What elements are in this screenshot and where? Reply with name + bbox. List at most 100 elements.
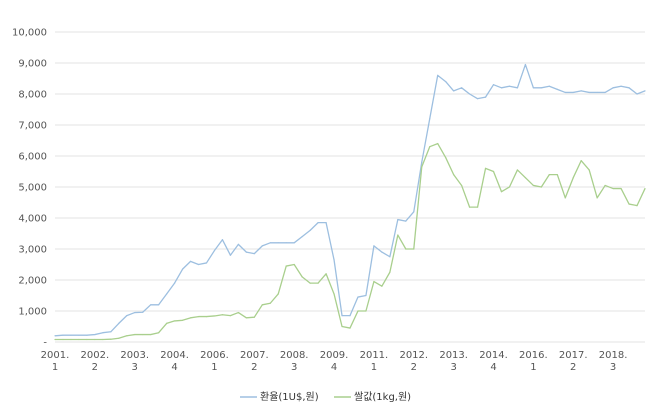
data-point	[181, 319, 184, 321]
data-point	[612, 87, 614, 89]
data-point	[173, 320, 176, 322]
data-point	[524, 63, 527, 66]
x-tick-label-quarter: 2	[570, 362, 576, 373]
data-point	[516, 169, 519, 171]
data-point	[429, 146, 431, 148]
data-point	[269, 302, 271, 304]
x-tick-label: 2016. 1	[519, 350, 548, 373]
data-point	[389, 256, 391, 258]
data-point	[309, 282, 311, 284]
data-point	[548, 85, 550, 87]
data-point	[253, 316, 255, 318]
data-point	[237, 243, 239, 245]
data-point	[253, 253, 255, 255]
data-point	[628, 87, 630, 89]
y-tick-label: 9,000	[18, 59, 47, 70]
x-tick-label-quarter: 3	[610, 362, 616, 373]
data-point	[397, 234, 399, 236]
data-point	[405, 248, 407, 250]
x-tick-label-quarter: 2	[92, 362, 98, 373]
data-point	[604, 91, 606, 94]
data-point	[118, 322, 120, 324]
x-tick-label-year: 2002.	[81, 350, 110, 361]
x-tick-label-year: 2008.	[280, 350, 309, 361]
data-point	[620, 187, 622, 190]
data-point	[389, 271, 391, 273]
x-tick-label: 2018. 3	[599, 350, 628, 373]
data-point	[492, 170, 495, 173]
data-point	[86, 338, 88, 341]
data-point	[596, 197, 598, 199]
x-tick-label-year: 2012.	[399, 350, 428, 361]
x-tick-label-quarter: 3	[132, 362, 138, 373]
data-point	[301, 276, 303, 278]
data-point	[532, 87, 534, 89]
data-point	[134, 333, 136, 336]
x-tick-label-quarter: 1	[371, 362, 377, 373]
data-point	[150, 333, 152, 336]
data-point	[166, 322, 168, 324]
data-point	[429, 118, 431, 120]
x-tick-label: 2004. 4	[160, 350, 189, 373]
data-point	[357, 296, 359, 298]
data-point	[229, 254, 232, 256]
data-point	[532, 184, 534, 187]
data-point	[285, 265, 287, 267]
x-tick-label-year: 2004.	[160, 350, 189, 361]
x-tick-label-quarter: 4	[490, 362, 496, 373]
x-tick-label-quarter: 1	[211, 362, 217, 373]
data-point	[110, 338, 112, 340]
data-point	[293, 242, 295, 244]
x-tick-label: 2008. 3	[280, 350, 309, 373]
data-point	[644, 90, 646, 92]
x-tick-label-quarter: 4	[171, 362, 177, 373]
data-point	[325, 222, 327, 224]
x-tick-label-quarter: 1	[530, 362, 536, 373]
data-point	[644, 187, 646, 190]
data-point	[461, 184, 463, 187]
data-point	[277, 242, 279, 244]
x-tick-label: 2007. 2	[240, 350, 269, 373]
x-tick-label: 2011. 1	[360, 350, 389, 373]
data-point	[197, 263, 200, 266]
data-point	[341, 325, 343, 328]
data-point	[453, 90, 455, 92]
data-point	[173, 282, 176, 284]
y-axis: - 1,000 2,000 3,000 4,000 5,000 6,000 7,000 8,00…	[12, 28, 47, 349]
series-line-1	[55, 142, 646, 341]
data-point	[540, 87, 542, 89]
y-tick-label: 2,000	[18, 276, 47, 287]
data-point	[229, 315, 232, 317]
data-point	[62, 334, 64, 336]
data-point	[413, 248, 415, 250]
y-tick-label: 7,000	[18, 121, 47, 132]
x-tick-label-year: 2009.	[320, 350, 349, 361]
data-point	[484, 96, 487, 98]
data-point	[269, 242, 271, 244]
series-line-0	[54, 63, 646, 337]
data-point	[333, 259, 335, 261]
x-tick-label-year: 2014.	[479, 350, 508, 361]
data-point	[158, 304, 160, 306]
gridlines	[55, 31, 645, 343]
data-point	[301, 236, 303, 238]
data-point	[381, 285, 383, 287]
data-point	[636, 93, 638, 95]
data-point	[166, 293, 168, 295]
data-point	[349, 327, 351, 329]
x-tick-label-quarter: 3	[450, 362, 456, 373]
data-point	[604, 184, 606, 187]
data-point	[333, 293, 335, 295]
data-point	[373, 280, 375, 283]
data-point	[556, 88, 558, 90]
y-tick-label: 3,000	[18, 245, 47, 256]
data-point	[484, 167, 487, 169]
x-tick-label: 2006. 1	[200, 350, 229, 373]
x-tick-label: 2009. 4	[320, 350, 349, 373]
data-point	[373, 245, 375, 247]
x-tick-label-year: 2003.	[120, 350, 149, 361]
data-point	[580, 90, 582, 92]
data-point	[588, 169, 590, 171]
